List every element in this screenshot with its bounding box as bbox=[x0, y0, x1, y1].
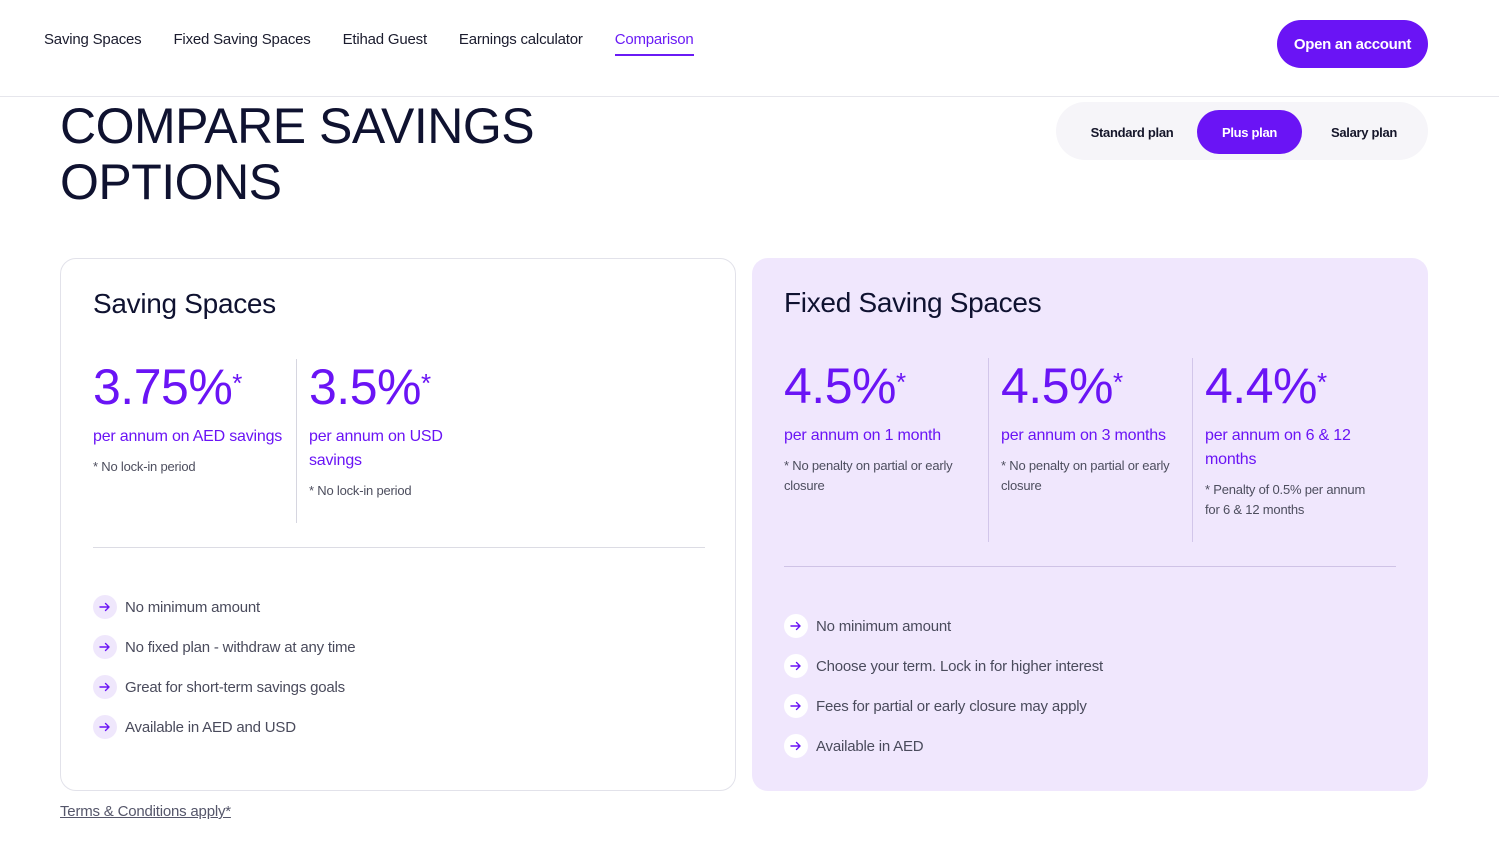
list-item: Great for short-term savings goals bbox=[93, 667, 355, 707]
feature-text: No fixed plan - withdraw at any time bbox=[125, 638, 356, 656]
nav-link-comparison[interactable]: Comparison bbox=[614, 31, 694, 56]
list-item: Fees for partial or early closure may ap… bbox=[784, 686, 1103, 726]
rate-value: 3.5%* bbox=[309, 359, 431, 415]
asterisk: * bbox=[895, 367, 906, 397]
rate-description: per annum on 6 & 12 months bbox=[1205, 427, 1351, 468]
rate-block-1-month: 4.5%* per annum on 1 month * No penalty … bbox=[784, 358, 974, 496]
divider bbox=[93, 547, 705, 548]
nav-links: Saving Spaces Fixed Saving Spaces Etihad… bbox=[44, 31, 694, 56]
feature-text: Available in AED and USD bbox=[125, 718, 296, 736]
nav-link-fixed-saving-spaces[interactable]: Fixed Saving Spaces bbox=[173, 31, 311, 48]
arrow-right-icon bbox=[784, 734, 808, 758]
card-title: Saving Spaces bbox=[93, 288, 276, 319]
rate-description: per annum on AED savings bbox=[93, 428, 283, 445]
arrow-right-icon bbox=[93, 595, 117, 619]
plan-option-standard[interactable]: Standard plan bbox=[1090, 124, 1174, 140]
arrow-right-icon bbox=[93, 635, 117, 659]
rate-block-aed: 3.75%* per annum on AED savings * No loc… bbox=[93, 359, 293, 477]
rate-value: 4.5%* bbox=[784, 358, 906, 414]
list-item: Choose your term. Lock in for higher int… bbox=[784, 646, 1103, 686]
rate-block-6-12-months: 4.4%* per annum on 6 & 12 months * Penal… bbox=[1205, 358, 1380, 520]
divider bbox=[784, 566, 1396, 567]
divider bbox=[296, 359, 297, 523]
list-item: Available in AED bbox=[784, 726, 1103, 766]
nav-link-etihad-guest[interactable]: Etihad Guest bbox=[342, 31, 428, 48]
asterisk: * bbox=[1316, 367, 1327, 397]
feature-list: No minimum amount No fixed plan - withdr… bbox=[93, 587, 356, 747]
rate-value: 3.75%* bbox=[93, 359, 242, 415]
rate-description: per annum on USD savings bbox=[309, 428, 443, 469]
card-title: Fixed Saving Spaces bbox=[784, 287, 1042, 318]
rate-block-usd: 3.5%* per annum on USD savings * No lock… bbox=[309, 359, 469, 501]
saving-spaces-card: Saving Spaces 3.75%* per annum on AED sa… bbox=[60, 258, 736, 791]
asterisk: * bbox=[232, 368, 242, 398]
rate-description: per annum on 3 months bbox=[1001, 427, 1166, 444]
list-item: No minimum amount bbox=[93, 587, 355, 627]
divider bbox=[1192, 358, 1193, 542]
open-account-button[interactable]: Open an account bbox=[1277, 20, 1428, 68]
arrow-right-icon bbox=[784, 694, 808, 718]
list-item: Available in AED and USD bbox=[93, 707, 355, 747]
arrow-right-icon bbox=[784, 654, 808, 678]
terms-conditions-link[interactable]: Terms & Conditions apply* bbox=[60, 803, 231, 820]
arrow-right-icon bbox=[93, 675, 117, 699]
arrow-right-icon bbox=[784, 614, 808, 638]
plan-selector: Standard plan Plus plan Salary plan bbox=[1056, 102, 1428, 160]
arrow-right-icon bbox=[93, 715, 117, 739]
rate-value: 4.5%* bbox=[1001, 358, 1123, 414]
feature-text: No minimum amount bbox=[125, 598, 260, 616]
rate-note: * Penalty of 0.5% per annum for 6 & 12 m… bbox=[1205, 482, 1366, 517]
nav-link-saving-spaces[interactable]: Saving Spaces bbox=[44, 31, 142, 48]
rate-note: * No penalty on partial or early closure bbox=[784, 458, 953, 493]
page-title: COMPARE SAVINGS OPTIONS bbox=[60, 98, 535, 210]
rate-note: * No lock-in period bbox=[309, 483, 412, 498]
list-item: No minimum amount bbox=[784, 606, 1103, 646]
asterisk: * bbox=[1112, 367, 1123, 397]
plan-option-salary[interactable]: Salary plan bbox=[1330, 124, 1398, 140]
top-navigation: Saving Spaces Fixed Saving Spaces Etihad… bbox=[0, 0, 1499, 97]
feature-text: No minimum amount bbox=[816, 617, 951, 635]
feature-text: Choose your term. Lock in for higher int… bbox=[816, 657, 1103, 675]
feature-text: Available in AED bbox=[816, 737, 924, 755]
divider bbox=[988, 358, 989, 542]
feature-text: Fees for partial or early closure may ap… bbox=[816, 697, 1087, 715]
plan-option-plus[interactable]: Plus plan bbox=[1197, 110, 1302, 154]
rate-note: * No penalty on partial or early closure bbox=[1001, 458, 1170, 493]
list-item: No fixed plan - withdraw at any time bbox=[93, 627, 356, 667]
feature-text: Great for short-term savings goals bbox=[125, 678, 345, 696]
asterisk: * bbox=[420, 368, 431, 398]
rate-value: 4.4%* bbox=[1205, 358, 1327, 414]
rate-note: * No lock-in period bbox=[93, 459, 196, 474]
feature-list: No minimum amount Choose your term. Lock… bbox=[784, 606, 1103, 766]
rate-block-3-months: 4.5%* per annum on 3 months * No penalty… bbox=[1001, 358, 1186, 496]
nav-link-earnings-calculator[interactable]: Earnings calculator bbox=[458, 31, 583, 48]
fixed-saving-spaces-card: Fixed Saving Spaces 4.5%* per annum on 1… bbox=[752, 258, 1428, 791]
rate-description: per annum on 1 month bbox=[784, 427, 941, 444]
